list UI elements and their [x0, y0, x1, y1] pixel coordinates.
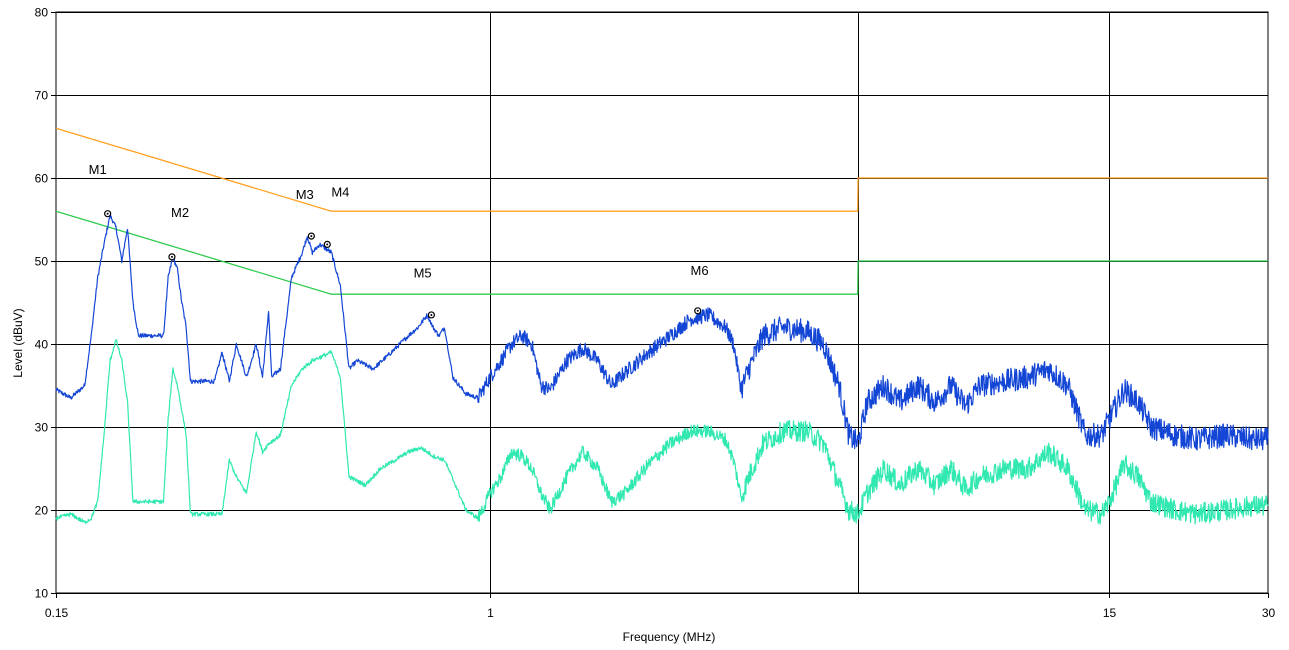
x-axis-title: Frequency (MHz)	[623, 630, 716, 644]
y-tick-label: 60	[35, 172, 49, 186]
x-tick-label: 15	[1103, 606, 1117, 620]
avg-limit-line	[55, 210, 1268, 295]
x-tick-label: 1	[487, 606, 494, 620]
marker-point-center	[170, 255, 173, 258]
y-tick-label: 70	[35, 89, 49, 103]
y-tick-label: 30	[35, 421, 49, 435]
marker-label: M2	[171, 205, 189, 220]
avg-trace-line	[55, 339, 1269, 525]
marker-point-center	[106, 212, 109, 215]
y-tick-label: 20	[35, 504, 49, 518]
tick-layer: 10 20 30 40 50 60 70 80 0.15 1 15 30	[35, 6, 1276, 621]
y-tick-label: 80	[35, 6, 49, 20]
series-layer	[55, 127, 1269, 525]
marker-label: M3	[296, 187, 314, 202]
peak-trace-line	[55, 213, 1269, 451]
x-tick-label: 0.15	[45, 606, 69, 620]
qp-limit-line	[55, 127, 1268, 212]
marker-label: M4	[331, 184, 349, 199]
marker-point-center	[430, 313, 433, 316]
y-tick-label: 40	[35, 338, 49, 352]
marker-label: M1	[89, 162, 107, 177]
x-tick-label: 30	[1262, 606, 1276, 620]
marker-label: M5	[414, 266, 432, 281]
marker-point-center	[310, 235, 313, 238]
marker-layer: M1 M2 M3 M4 M5 M6	[89, 162, 709, 319]
y-axis-title: Level (dBuV)	[11, 308, 25, 377]
y-tick-label: 10	[35, 587, 49, 601]
marker-point-center	[326, 243, 329, 246]
y-tick-label: 50	[35, 255, 49, 269]
marker-point-center	[696, 309, 699, 312]
marker-label: M6	[691, 263, 709, 278]
